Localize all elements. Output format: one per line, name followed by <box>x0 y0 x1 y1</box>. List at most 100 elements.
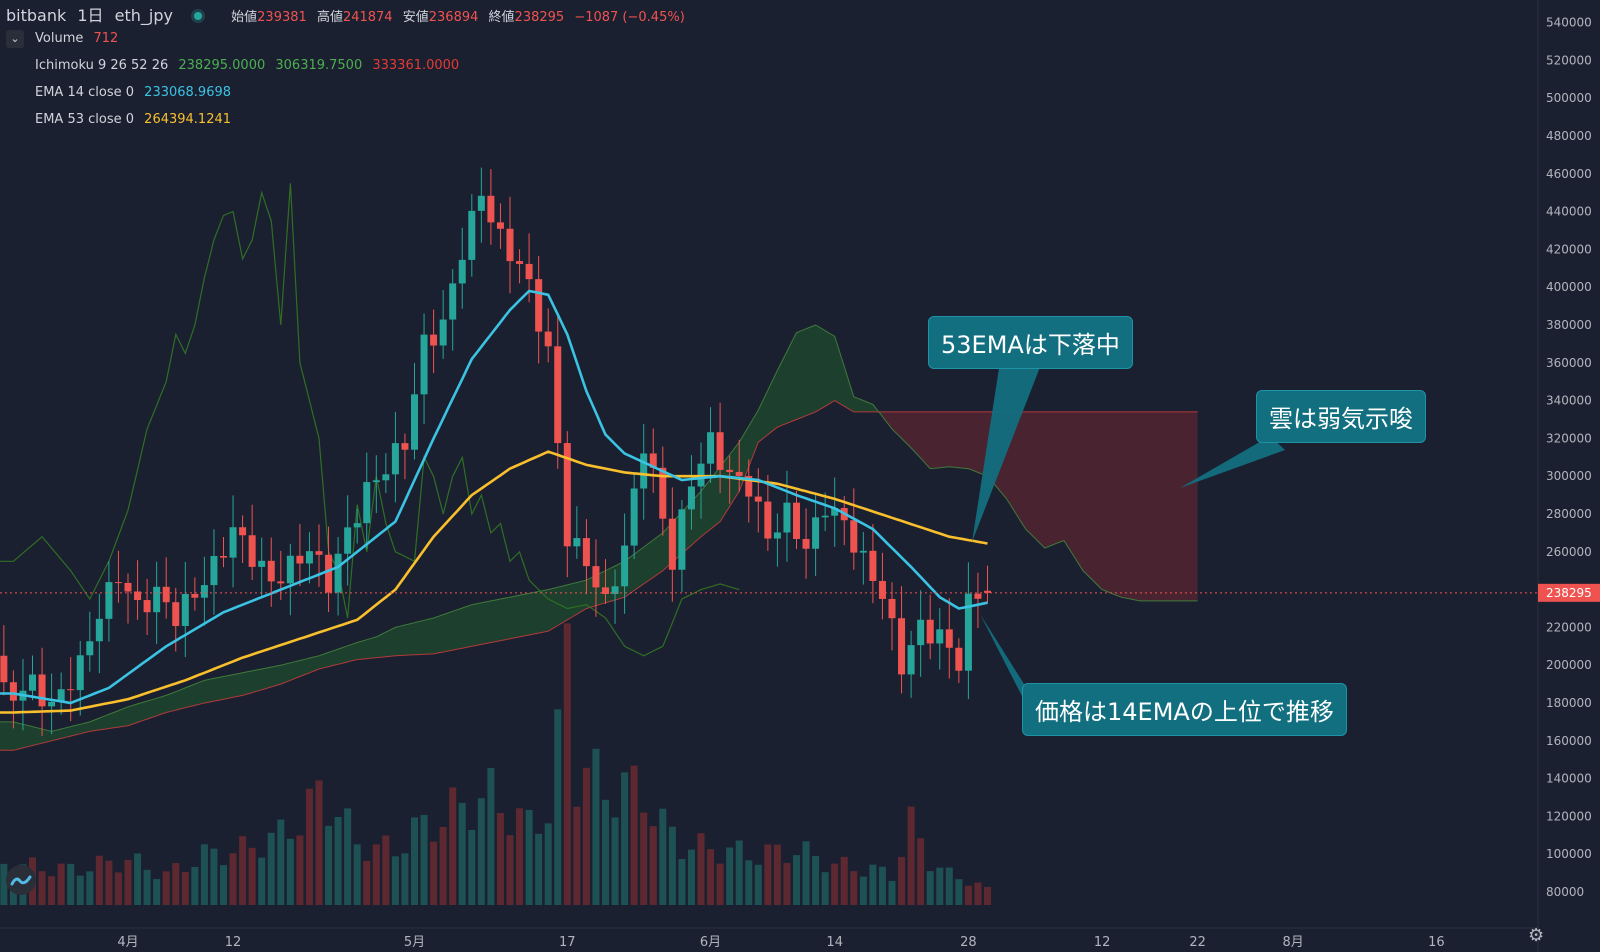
candle <box>735 439 743 492</box>
candle-body <box>48 701 56 707</box>
candle <box>850 488 858 570</box>
candle-body <box>831 508 839 516</box>
candle <box>917 590 925 677</box>
volume-bar <box>573 806 581 905</box>
candle-body <box>945 629 953 648</box>
candle-body <box>659 467 667 519</box>
volume-bar <box>850 871 858 905</box>
y-axis-tick-label: 220000 <box>1546 620 1592 634</box>
candle <box>382 453 390 494</box>
open-label: 始値 <box>231 10 258 25</box>
candle <box>964 562 972 700</box>
volume-bar <box>506 835 514 905</box>
candle <box>621 513 629 614</box>
exchange-name[interactable]: bitbank <box>6 6 67 25</box>
candle-body <box>134 591 142 601</box>
candle-body <box>496 222 504 229</box>
volume-bar <box>67 863 75 905</box>
candle <box>535 255 543 364</box>
volume-bar <box>964 885 972 905</box>
volume-bar <box>220 865 227 905</box>
volume-bar <box>602 799 609 905</box>
candle-body <box>181 594 189 626</box>
x-axis-tick-label: 17 <box>559 935 576 950</box>
chevron-down-icon[interactable]: ⌄ <box>6 30 24 48</box>
volume-bar <box>305 788 313 905</box>
callout-pointer-cloud <box>1180 436 1285 488</box>
candle-body <box>353 523 361 528</box>
volume-bar <box>277 819 285 905</box>
volume-bar <box>430 841 438 905</box>
tradingview-logo-icon[interactable] <box>6 865 36 895</box>
x-axis-tick-label: 6月 <box>700 935 721 950</box>
volume-bar <box>382 835 390 905</box>
x-axis[interactable]: 4月 12 5月 17 6月 14 28 12 22 8月 16 <box>117 935 1444 950</box>
candle-body <box>554 346 562 444</box>
candle <box>191 577 199 611</box>
x-axis-tick-label: 4月 <box>117 935 138 950</box>
candle-body <box>344 527 352 554</box>
symbol-name[interactable]: eth_jpy <box>114 6 173 25</box>
ema14-line <box>0 289 988 705</box>
candle <box>258 537 266 598</box>
volume-bar <box>239 836 247 905</box>
candle-body <box>449 283 457 320</box>
candle-body <box>29 674 36 691</box>
x-axis-tick-label: 8月 <box>1282 935 1303 950</box>
legend-volume[interactable]: Volume 712 <box>35 31 124 46</box>
y-axis-tick-label: 360000 <box>1546 356 1592 370</box>
candle <box>869 524 877 604</box>
volume-bar <box>831 863 839 905</box>
legend-ema14[interactable]: EMA 14 close 0 233068.9698 <box>35 85 237 100</box>
candle-body <box>105 582 113 619</box>
volume-bar <box>630 765 638 905</box>
volume-bar <box>888 880 896 905</box>
candle-body <box>458 259 466 284</box>
change-value: −1087 (−0.45%) <box>574 10 685 25</box>
volume-bar <box>773 844 781 905</box>
candle <box>210 529 218 615</box>
candle <box>439 290 447 359</box>
candle-body <box>401 443 409 450</box>
candle-body <box>984 590 991 593</box>
volume-bar <box>391 856 399 905</box>
candle-body <box>592 566 600 588</box>
current-price-tag <box>1538 583 1600 602</box>
callout-arrows <box>972 362 1285 700</box>
legend-ema53[interactable]: EMA 53 close 0 264394.1241 <box>35 112 237 127</box>
y-axis[interactable]: 80000 100000 120000 140000 160000 180000 20000… <box>1538 16 1600 899</box>
volume-bar <box>124 860 132 905</box>
volume-bar <box>191 866 199 905</box>
y-axis-tick-label: 460000 <box>1546 167 1592 181</box>
candle-body <box>611 586 619 594</box>
candle <box>898 586 906 694</box>
volume-bar <box>687 849 695 905</box>
candle <box>687 455 695 530</box>
volume-bar <box>496 813 504 905</box>
candle <box>582 519 590 595</box>
candle-body <box>764 501 772 539</box>
candle <box>773 513 781 567</box>
candle-body <box>487 195 495 223</box>
current-price-label: 238295 <box>1546 586 1592 600</box>
volume-bar <box>439 826 447 905</box>
gear-icon[interactable]: ⚙ <box>1528 925 1545 946</box>
high-label: 高値 <box>316 10 343 25</box>
candle-body <box>898 618 906 675</box>
x-axis-tick-label: 5月 <box>404 935 425 950</box>
volume-bar <box>936 867 944 905</box>
volume-bar <box>544 823 552 905</box>
candle-body <box>525 263 533 280</box>
candle-body <box>210 556 218 586</box>
candle-body <box>439 319 447 346</box>
legend-ichimoku[interactable]: Ichimoku 9 26 52 26 238295.0000 306319.7… <box>35 58 465 73</box>
candle <box>468 194 476 277</box>
volume-bar <box>716 863 724 905</box>
volume-bar <box>76 875 84 905</box>
interval-label[interactable]: 1日 <box>77 6 104 25</box>
volume-bar <box>735 840 743 905</box>
candle-body <box>0 655 8 683</box>
candle-body <box>964 593 972 671</box>
volume-bar <box>0 863 8 905</box>
